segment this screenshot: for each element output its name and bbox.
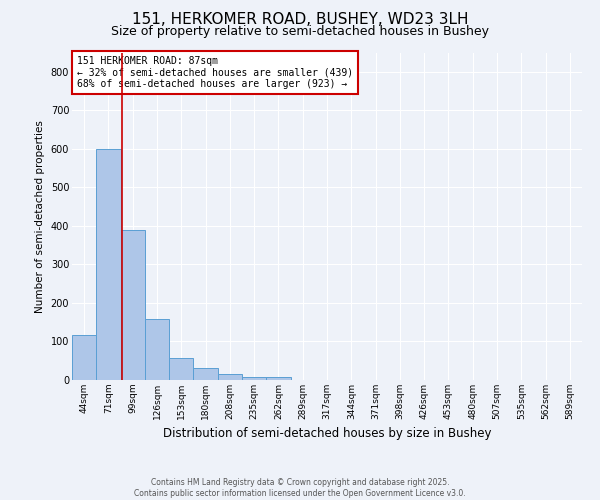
Bar (242, 378, 266, 380)
Bar (96, 149, 121, 380)
Y-axis label: Number of semi-detached properties: Number of semi-detached properties (35, 120, 45, 312)
Text: 151 HERKOMER ROAD: 87sqm
← 32% of semi-detached houses are smaller (439)
68% of : 151 HERKOMER ROAD: 87sqm ← 32% of semi-d… (77, 56, 353, 89)
Bar (121, 230, 145, 380)
Bar (145, 319, 169, 380)
Text: Contains HM Land Registry data © Crown copyright and database right 2025.
Contai: Contains HM Land Registry data © Crown c… (134, 478, 466, 498)
X-axis label: Distribution of semi-detached houses by size in Bushey: Distribution of semi-detached houses by … (163, 428, 491, 440)
Bar (169, 358, 193, 380)
Bar (218, 374, 242, 380)
Text: 151, HERKOMER ROAD, BUSHEY, WD23 3LH: 151, HERKOMER ROAD, BUSHEY, WD23 3LH (132, 12, 468, 28)
Bar (266, 377, 290, 380)
Text: Size of property relative to semi-detached houses in Bushey: Size of property relative to semi-detach… (111, 25, 489, 38)
Bar (72, 334, 96, 380)
Bar (193, 368, 218, 380)
